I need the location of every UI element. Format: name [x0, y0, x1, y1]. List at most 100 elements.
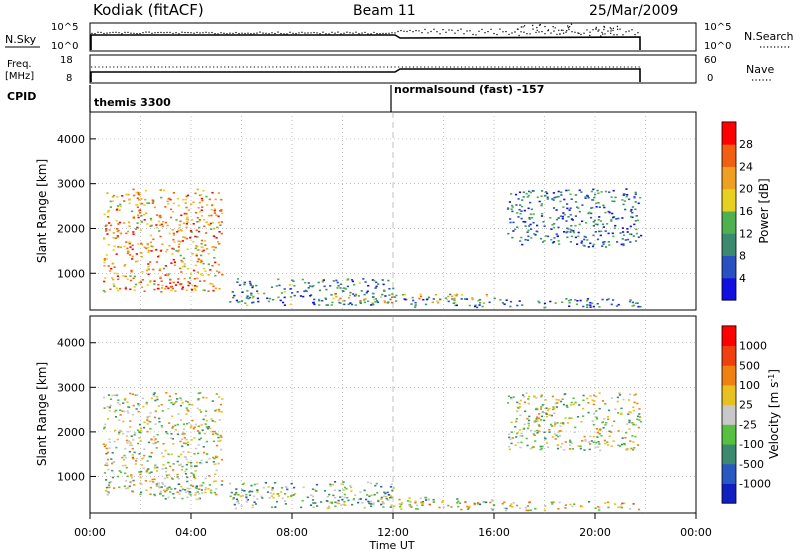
- power-data-cell: [216, 241, 220, 243]
- power-data-cell: [567, 299, 571, 302]
- power-data-cell: [250, 292, 253, 295]
- power-data-cell: [139, 229, 142, 231]
- nsearch-dot: [612, 29, 614, 32]
- power-data-cell: [256, 290, 259, 292]
- power-data-cell: [185, 226, 188, 229]
- velocity-data-cell: [111, 470, 114, 473]
- power-data-cell: [436, 300, 439, 302]
- velocity-data-cell: [336, 502, 339, 504]
- power-data-cell: [109, 288, 112, 291]
- power-data-cell: [592, 305, 595, 308]
- nsearch-dot: [514, 31, 516, 33]
- velocity-data-cell: [343, 503, 346, 506]
- nsearch-dot: [559, 33, 561, 35]
- velocity-data-cell: [343, 501, 346, 503]
- velocity-data-cell: [208, 475, 211, 477]
- power-data-cell: [190, 203, 193, 206]
- velocity-data-cell: [165, 474, 168, 477]
- velocity-data-cell: [312, 502, 315, 504]
- power-data-cell: [155, 261, 159, 263]
- power-data-cell: [117, 229, 120, 232]
- velocity-data-cell: [604, 403, 607, 405]
- power-data-cell: [577, 231, 580, 234]
- power-data-cell: [358, 282, 361, 284]
- velocity-data-cell: [150, 438, 153, 441]
- velocity-data-cell: [199, 392, 202, 394]
- velocity-data-cell: [602, 427, 605, 429]
- power-data-cell: [598, 206, 601, 208]
- power-data-cell: [107, 244, 110, 246]
- power-data-cell: [336, 287, 339, 289]
- velocity-data-cell: [157, 405, 160, 407]
- power-data-cell: [269, 297, 272, 300]
- velocity-data-cell: [190, 439, 193, 441]
- velocity-data-cell: [543, 431, 546, 434]
- velocity-colorbar-segment: [722, 345, 736, 366]
- velocity-data-cell: [192, 473, 195, 476]
- velocity-data-cell: [140, 470, 143, 473]
- velocity-data-cell: [131, 456, 134, 459]
- velocity-data-cell: [508, 433, 511, 435]
- power-data-cell: [177, 250, 180, 253]
- velocity-data-cell: [613, 420, 616, 423]
- nsearch-dot: [634, 33, 636, 36]
- velocity-data-cell: [185, 442, 188, 445]
- nsearch-dot: [253, 32, 255, 35]
- velocity-data-cell: [181, 401, 184, 404]
- nsearch-dot: [469, 30, 471, 32]
- velocity-data-cell: [595, 410, 598, 412]
- velocity-data-cell: [359, 491, 362, 493]
- power-data-cell: [395, 300, 398, 302]
- power-data-cell: [347, 297, 351, 299]
- power-data-cell: [419, 295, 423, 298]
- velocity-data-cell: [206, 453, 209, 455]
- power-data-cell: [159, 268, 162, 270]
- nsearch-dot: [202, 32, 204, 34]
- power-data-cell: [621, 217, 624, 219]
- power-data-cell: [455, 293, 459, 296]
- velocity-data-cell: [614, 408, 617, 410]
- power-data-cell: [146, 284, 149, 286]
- velocity-data-cell: [457, 505, 460, 508]
- power-data-cell: [375, 281, 378, 284]
- power-data-cell: [149, 280, 152, 282]
- velocity-data-cell: [596, 428, 599, 430]
- velocity-data-cell: [113, 440, 116, 443]
- velocity-data-cell: [201, 429, 204, 431]
- velocity-data-cell: [188, 422, 191, 424]
- power-data-cell: [173, 241, 176, 243]
- velocity-data-cell: [192, 427, 195, 430]
- power-data-cell: [117, 289, 120, 292]
- power-data-cell: [540, 195, 543, 197]
- velocity-data-cell: [146, 460, 149, 462]
- power-data-cell: [560, 191, 563, 194]
- velocity-data-cell: [369, 482, 372, 485]
- velocity-data-cell: [167, 461, 170, 464]
- power-data-cell: [529, 191, 532, 194]
- velocity-data-cell: [186, 496, 189, 499]
- power-data-cell: [580, 191, 583, 193]
- velocity-data-cell: [580, 420, 583, 423]
- power-data-cell: [184, 198, 187, 201]
- power-data-cell: [218, 287, 221, 290]
- power-data-cell: [217, 192, 220, 194]
- power-data-cell: [150, 250, 153, 252]
- nsearch-dot: [421, 32, 423, 34]
- velocity-data-cell: [271, 489, 274, 491]
- power-data-cell: [637, 305, 640, 308]
- power-data-cell: [173, 261, 176, 263]
- velocity-data-cell: [534, 420, 537, 423]
- power-data-cell: [511, 210, 514, 213]
- power-data-cell: [537, 300, 540, 303]
- velocity-data-cell: [195, 498, 198, 501]
- nsearch-dot: [103, 32, 105, 35]
- velocity-data-cell: [624, 436, 627, 439]
- nsearch-dot: [268, 33, 270, 35]
- velocity-data-cell: [351, 503, 354, 506]
- velocity-data-cell: [104, 423, 107, 426]
- velocity-data-cell: [215, 409, 218, 411]
- velocity-data-cell: [589, 395, 592, 397]
- power-data-cell: [153, 280, 156, 282]
- velocity-data-cell: [588, 501, 591, 503]
- power-data-cell: [584, 196, 587, 198]
